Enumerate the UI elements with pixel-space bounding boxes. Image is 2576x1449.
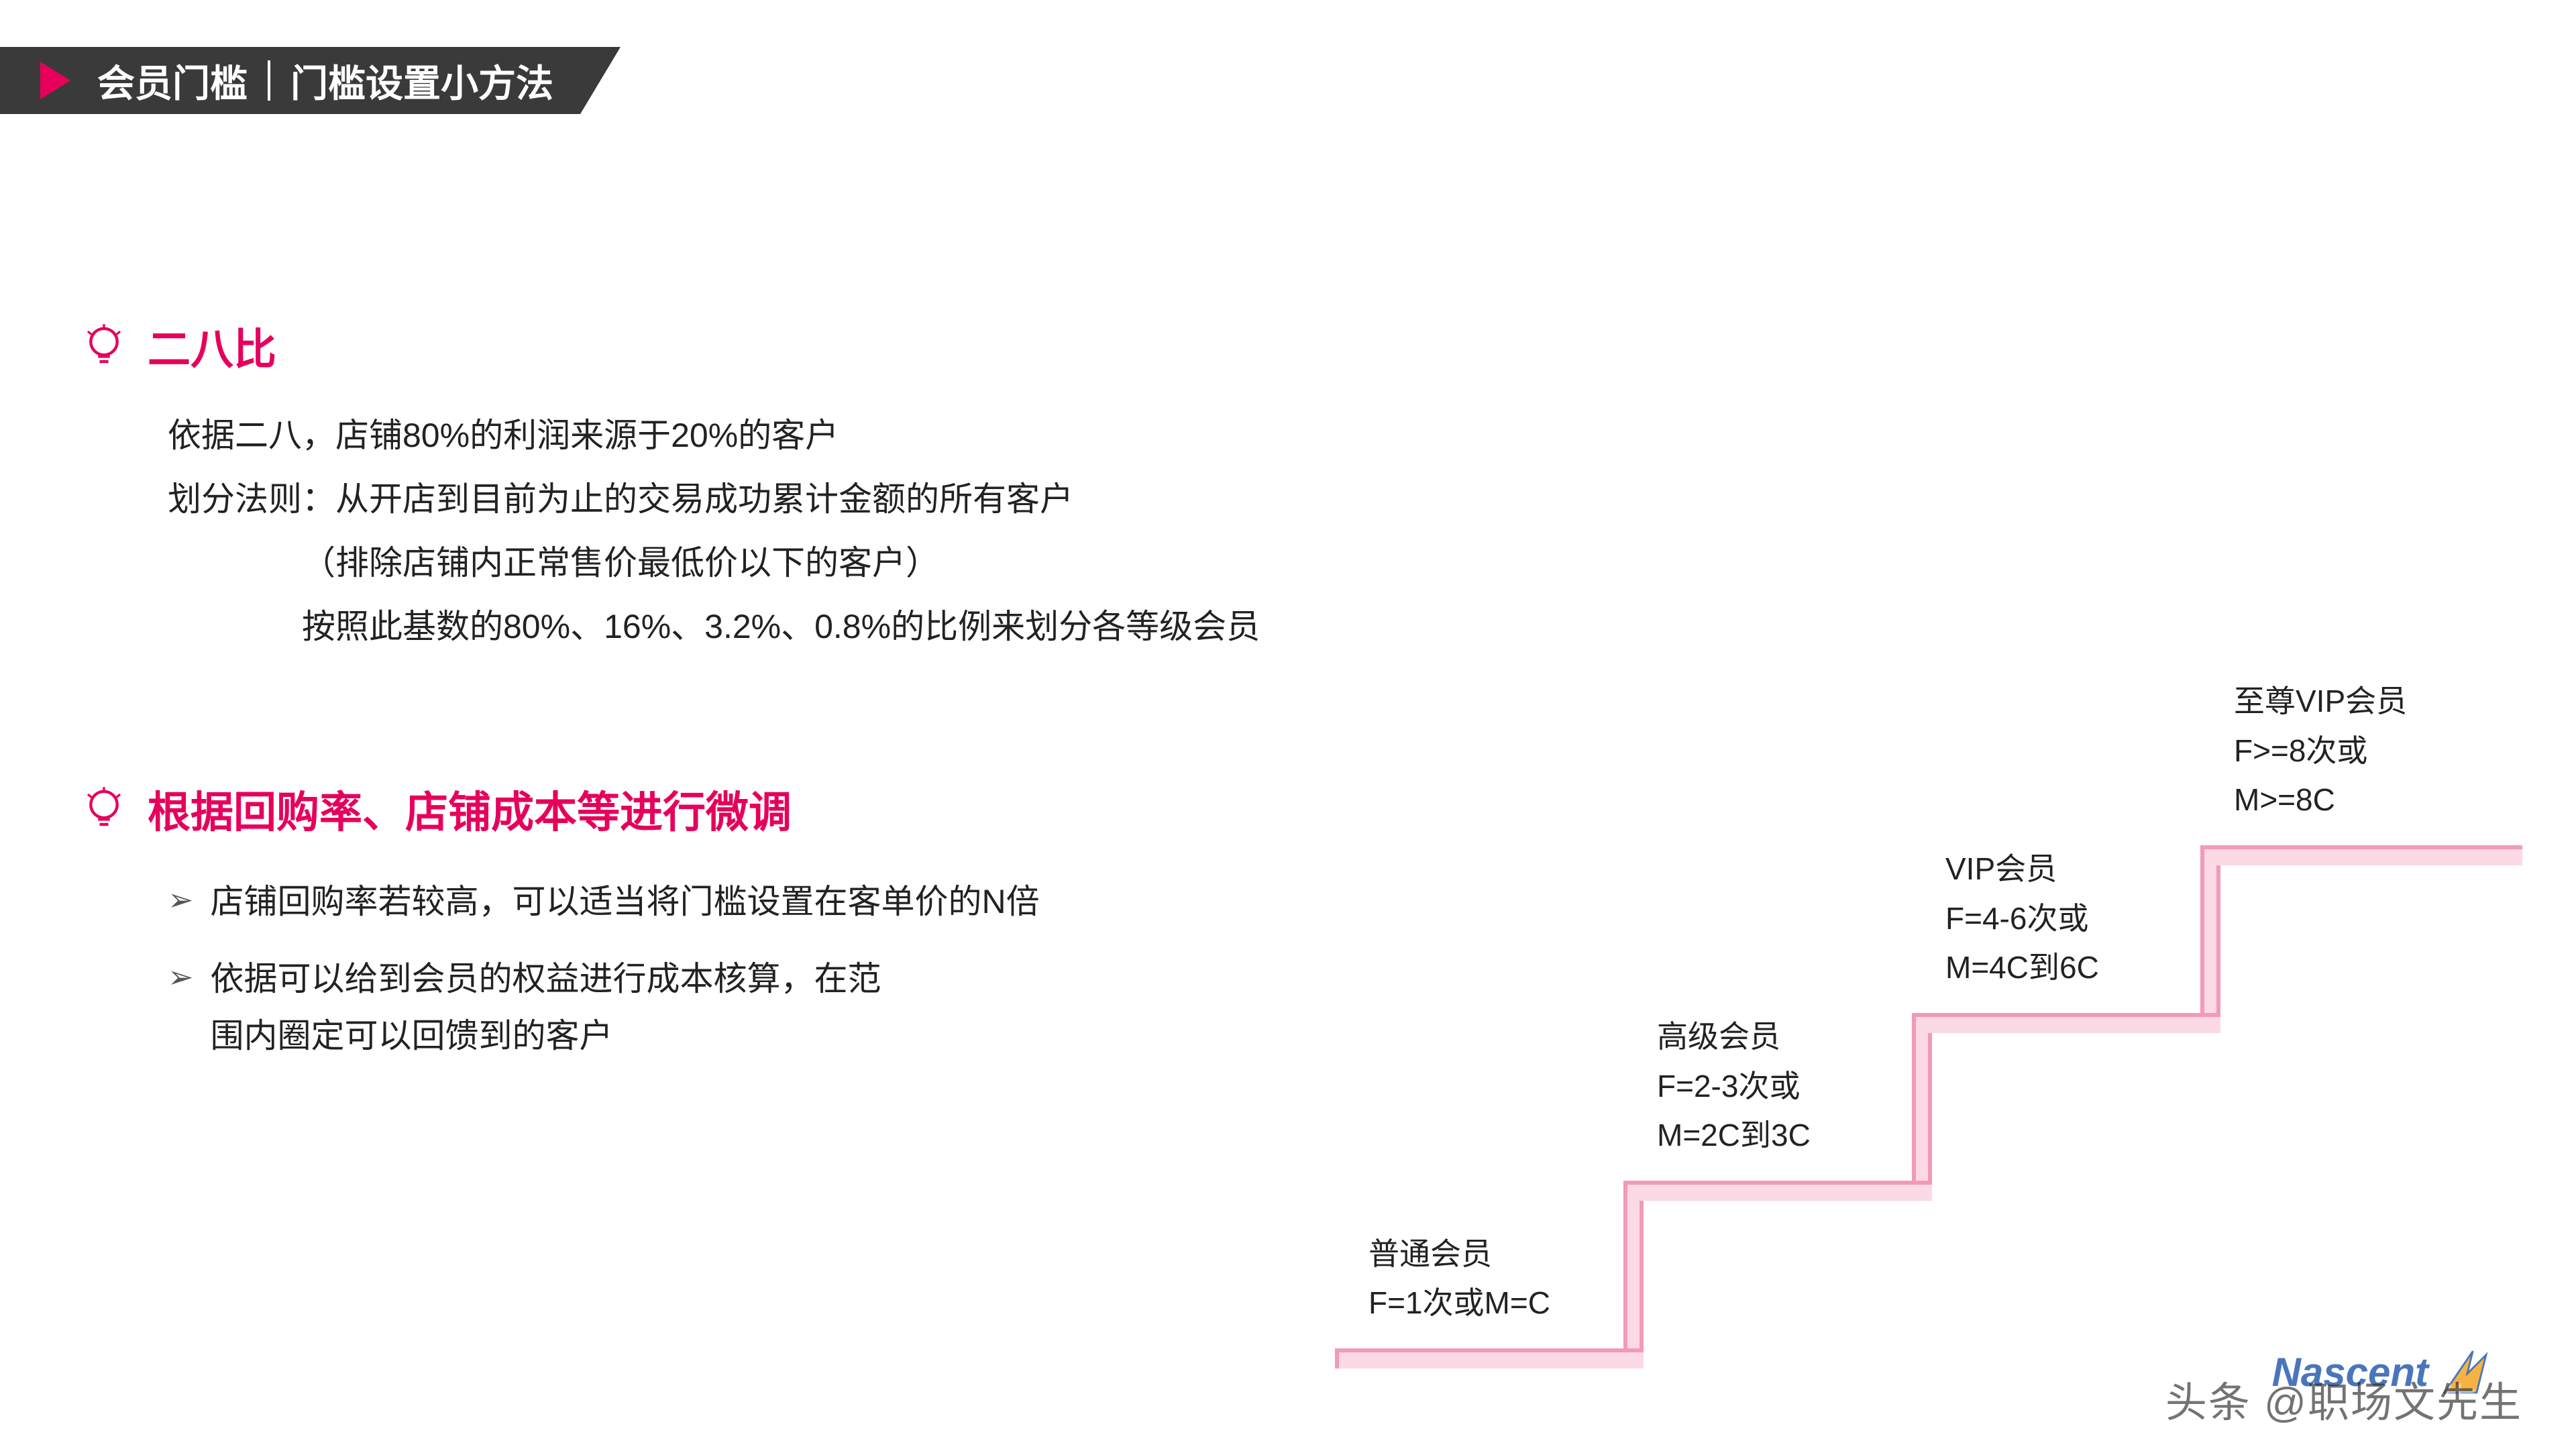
step-3-cond2: M=4C到6C [1945,943,2099,993]
s1-line3: （排除店铺内正常售价最低价以下的客户） [168,531,1260,595]
section-1-title-row: 二八比 [80,315,1260,377]
arrow-icon: ➢ [168,951,194,1003]
arrow-icon: ➢ [168,873,194,926]
step-4-cond1: F>=8次或 [2234,727,2407,776]
step-3-riser [2200,865,2220,1013]
header-content: 会员门槛 门槛设置小方法 [0,47,580,114]
section-2-title: 根据回购率、店铺成本等进行微调 [148,778,792,840]
bullet-2: ➢ 依据可以给到会员的权益进行成本核算，在范 围内圈定可以回馈到的客户 [168,951,1040,1065]
step-2-cond1: F=2-3次或 [1657,1062,1811,1112]
header-title-2: 门槛设置小方法 [290,54,553,108]
bullet-1-text: 店铺回购率若较高，可以适当将门槛设置在客单价的N倍 [211,873,1040,930]
bullet-2b: 围内圈定可以回馈到的客户 [211,1017,613,1055]
section-2-bullets: ➢ 店铺回购率若较高，可以适当将门槛设置在客单价的N倍 ➢ 依据可以给到会员的权… [168,873,1040,1065]
step-1-title: 普通会员 [1368,1230,1550,1279]
section-1-body: 依据二八，店铺80%的利润来源于20%的客户 划分法则：从开店到目前为止的交易成… [168,404,1260,659]
step-2-cond2: M=2C到3C [1657,1111,1811,1161]
step-1-label: 普通会员 F=1次或M=C [1368,1230,1550,1328]
step-4-title: 至尊VIP会员 [2234,677,2407,727]
section-1-title: 二八比 [148,315,276,377]
bulb-icon [80,786,127,833]
section-1: 二八比 依据二八，店铺80%的利润来源于20%的客户 划分法则：从开店到目前为止… [80,315,1260,659]
bullet-2-text: 依据可以给到会员的权益进行成本核算，在范 围内圈定可以回馈到的客户 [211,951,881,1065]
step-4-label: 至尊VIP会员 F>=8次或 M>=8C [2234,677,2407,825]
bullet-2a: 依据可以给到会员的权益进行成本核算，在范 [211,960,881,998]
bullet-1: ➢ 店铺回购率若较高，可以适当将门槛设置在客单价的N倍 [168,873,1040,930]
step-3-label: VIP会员 F=4-6次或 M=4C到6C [1945,845,2099,993]
step-3-cond1: F=4-6次或 [1945,894,2099,944]
step-1-riser [1623,1201,1644,1348]
step-2-label: 高级会员 F=2-3次或 M=2C到3C [1657,1012,1811,1161]
step-2-riser [1912,1033,1932,1181]
header-divider [268,60,270,101]
s1-line4: 按照此基数的80%、16%、3.2%、0.8%的比例来划分各等级会员 [168,595,1260,659]
step-1-cond: F=1次或M=C [1368,1279,1550,1328]
stair-diagram: 普通会员 F=1次或M=C 高级会员 F=2-3次或 M=2C到3C VIP会员… [1335,631,2542,1368]
bulb-icon [80,323,127,370]
header-triangle-icon [40,62,70,99]
step-2-tread [1623,1181,1932,1201]
section-2: 根据回购率、店铺成本等进行微调 ➢ 店铺回购率若较高，可以适当将门槛设置在客单价… [80,778,1040,1085]
step-2-title: 高级会员 [1657,1012,1811,1062]
step-3-title: VIP会员 [1945,845,2099,894]
s1-line1: 依据二八，店铺80%的利润来源于20%的客户 [168,404,1260,468]
header-title-1: 会员门槛 [97,54,248,108]
watermark: 头条 @职场文先生 [2165,1368,2522,1429]
s1-line2: 划分法则：从开店到目前为止的交易成功累计金额的所有客户 [168,468,1260,531]
step-1-tread [1335,1348,1644,1368]
section-2-title-row: 根据回购率、店铺成本等进行微调 [80,778,1040,840]
step-3-tread [1912,1013,2220,1033]
step-4-tread [2200,845,2522,865]
header-bar: 会员门槛 门槛设置小方法 [0,47,580,114]
step-4-cond2: M>=8C [2234,775,2407,825]
